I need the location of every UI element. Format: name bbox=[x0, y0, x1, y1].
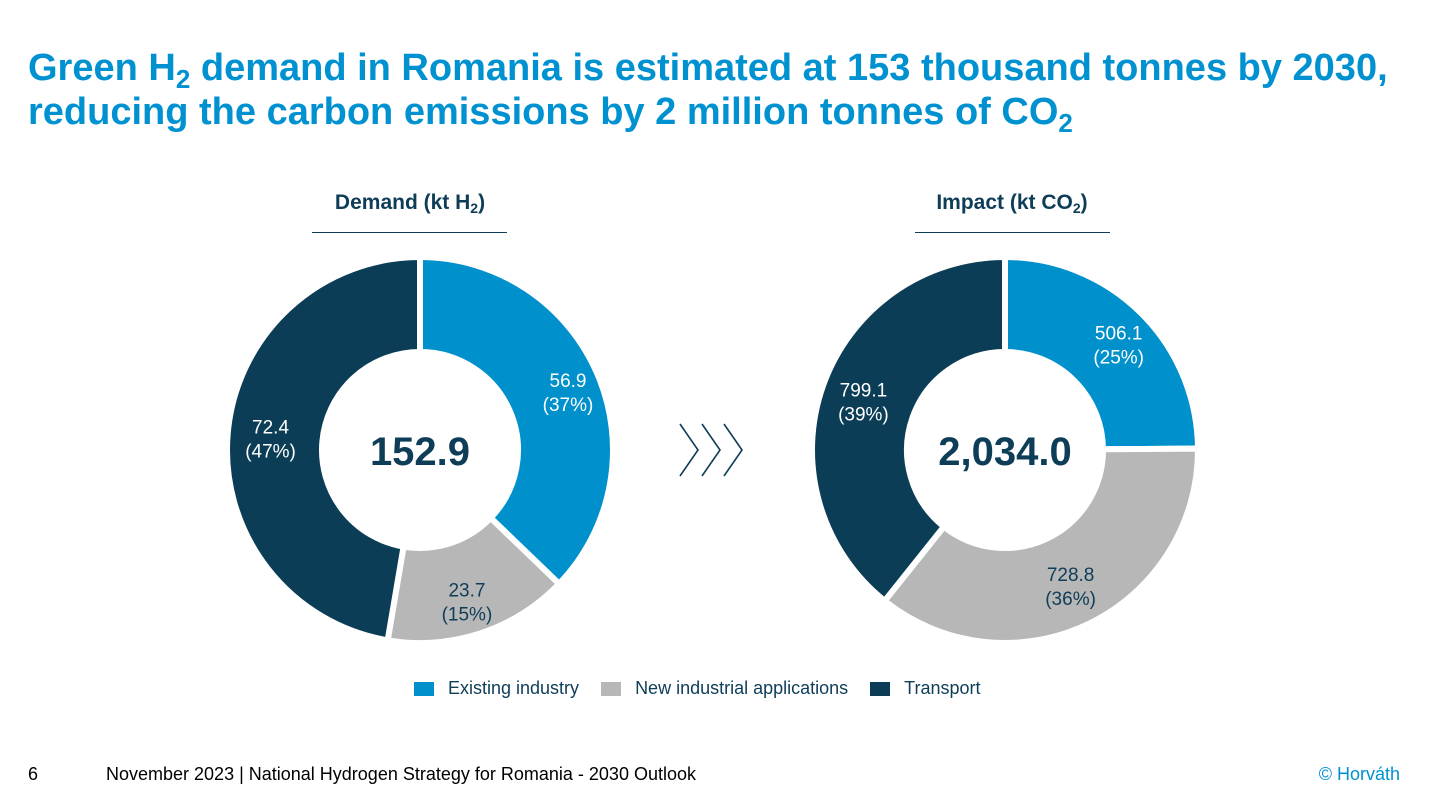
impact-slice-new-industrial-applications bbox=[880, 445, 1201, 646]
legend-item-transport: Transport bbox=[870, 678, 981, 699]
title-part-1: Green H bbox=[28, 47, 176, 89]
footer-text: November 2023 | National Hydrogen Strate… bbox=[106, 764, 696, 784]
triple-chevron-right-icon bbox=[679, 423, 743, 477]
legend-label-new-industrial-applications: New industrial applications bbox=[635, 678, 849, 698]
impact-slice-transport bbox=[809, 253, 1008, 606]
demand-value-label-transport: 72.4 bbox=[252, 417, 289, 438]
demand-slice-transport bbox=[224, 253, 423, 644]
legend-swatch-transport bbox=[870, 681, 891, 696]
demand-value-label-existing-industry: 56.9 bbox=[550, 371, 587, 392]
demand-percent-label-transport: (47%) bbox=[245, 441, 296, 462]
chart-legend: Existing industry New industrial applica… bbox=[414, 678, 1003, 699]
footer-page-number: 6 bbox=[28, 764, 39, 784]
demand-percent-label-new-industrial-applications: (15%) bbox=[442, 604, 493, 625]
demand-title-main: Demand (kt H bbox=[334, 191, 471, 214]
impact-value-label-transport: 799.1 bbox=[840, 380, 888, 401]
impact-percent-label-transport: (39%) bbox=[838, 404, 889, 425]
footer-brand: © Horváth bbox=[1318, 764, 1400, 784]
demand-title-end: ) bbox=[478, 191, 486, 214]
impact-title-main: Impact (kt CO bbox=[936, 191, 1073, 214]
impact-value-label-new-industrial-applications: 728.8 bbox=[1047, 565, 1095, 586]
legend-item-existing-industry: Existing industry bbox=[414, 678, 579, 699]
demand-value-label-new-industrial-applications: 23.7 bbox=[448, 580, 485, 601]
demand-chart-title: Demand (kt H2) bbox=[310, 188, 510, 218]
impact-center-total: 2,034.0 bbox=[938, 430, 1071, 474]
legend-label-transport: Transport bbox=[904, 678, 981, 698]
impact-value-label-existing-industry: 506.1 bbox=[1095, 324, 1143, 345]
impact-percent-label-new-industrial-applications: (36%) bbox=[1045, 589, 1096, 610]
demand-percent-label-existing-industry: (37%) bbox=[543, 395, 594, 416]
demand-slice-new-industrial-applications bbox=[384, 513, 564, 646]
legend-swatch-new-industrial-applications bbox=[601, 681, 622, 696]
impact-slice-existing-industry bbox=[1002, 253, 1202, 453]
demand-center-total: 152.9 bbox=[370, 430, 470, 474]
demand-title-rule bbox=[312, 232, 507, 233]
legend-label-existing-industry: Existing industry bbox=[448, 678, 580, 698]
legend-swatch-existing-industry bbox=[414, 681, 434, 696]
legend-item-new-industrial-applications: New industrial applications bbox=[601, 678, 848, 699]
impact-title-rule bbox=[915, 232, 1110, 233]
title-part-2: demand in Romania is estimated at 153 th… bbox=[28, 47, 1388, 133]
title-subscript-1: 2 bbox=[175, 64, 191, 94]
title-subscript-2: 2 bbox=[1058, 108, 1073, 138]
slide-title: Green H2 demand in Romania is estimated … bbox=[28, 46, 1408, 136]
impact-chart-title: Impact (kt CO2) bbox=[912, 188, 1112, 218]
impact-title-sub: 2 bbox=[1072, 200, 1081, 216]
demand-title-sub: 2 bbox=[470, 200, 479, 216]
demand-slice-existing-industry bbox=[417, 253, 616, 589]
impact-percent-label-existing-industry: (25%) bbox=[1093, 348, 1144, 369]
impact-title-end: ) bbox=[1080, 191, 1088, 214]
